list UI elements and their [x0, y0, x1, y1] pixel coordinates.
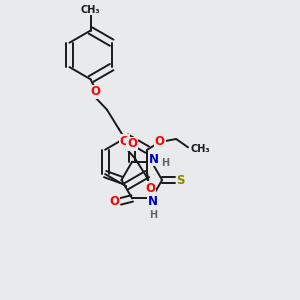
Text: H: H — [161, 158, 170, 167]
Text: O: O — [120, 135, 130, 148]
Text: CH₃: CH₃ — [190, 143, 210, 154]
Text: O: O — [90, 85, 100, 98]
Text: O: O — [127, 137, 137, 150]
Text: N: N — [149, 153, 159, 166]
Text: S: S — [177, 173, 185, 187]
Text: N: N — [148, 195, 158, 208]
Text: O: O — [155, 135, 165, 148]
Text: O: O — [109, 195, 119, 208]
Text: CH₃: CH₃ — [81, 5, 100, 15]
Text: O: O — [145, 182, 155, 195]
Text: H: H — [149, 210, 157, 220]
